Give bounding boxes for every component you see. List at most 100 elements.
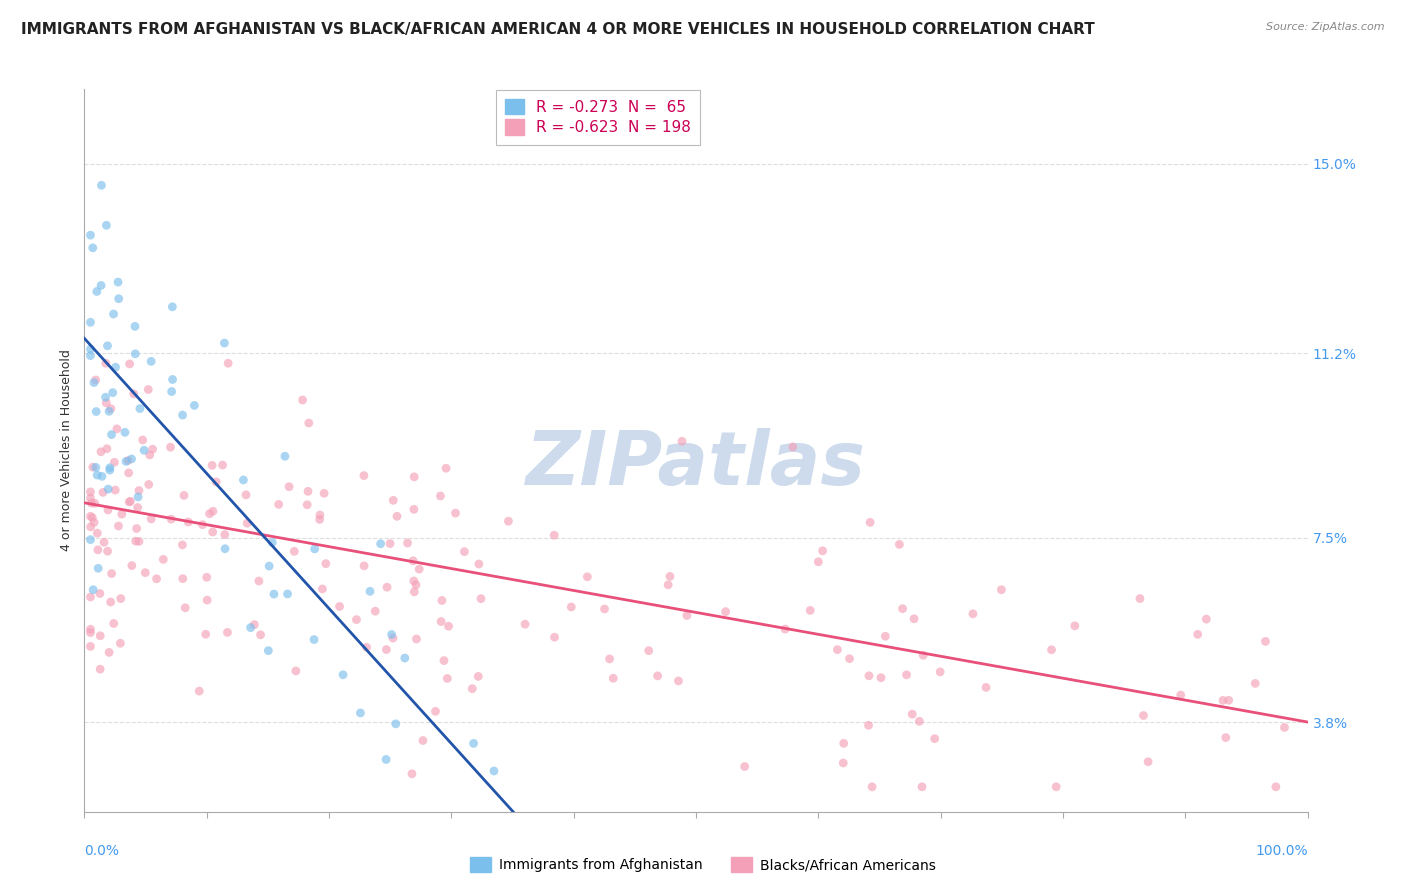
Point bbox=[87, 542, 110, 557]
Point bbox=[295, 498, 318, 512]
Point bbox=[858, 669, 880, 683]
Point bbox=[599, 652, 621, 666]
Point bbox=[560, 599, 582, 614]
Point bbox=[98, 404, 121, 418]
Point bbox=[593, 602, 616, 616]
Point bbox=[232, 473, 254, 487]
Point bbox=[162, 300, 184, 314]
Point bbox=[198, 507, 221, 521]
Point bbox=[394, 651, 416, 665]
Point bbox=[100, 401, 122, 416]
Text: Source: ZipAtlas.com: Source: ZipAtlas.com bbox=[1267, 22, 1385, 32]
Point bbox=[430, 615, 453, 629]
Point bbox=[304, 541, 326, 556]
Text: 100.0%: 100.0% bbox=[1256, 844, 1308, 858]
Point bbox=[405, 578, 427, 592]
Point bbox=[1264, 780, 1286, 794]
Point bbox=[461, 681, 484, 696]
Point bbox=[188, 684, 211, 698]
Point bbox=[82, 460, 104, 475]
Point bbox=[1212, 693, 1234, 707]
Point bbox=[889, 537, 911, 551]
Point bbox=[929, 665, 952, 679]
Point bbox=[671, 434, 693, 449]
Point bbox=[79, 622, 101, 636]
Point bbox=[375, 752, 398, 766]
Point bbox=[408, 562, 430, 576]
Legend: R = -0.273  N =  65, R = -0.623  N = 198: R = -0.273 N = 65, R = -0.623 N = 198 bbox=[496, 89, 700, 145]
Point bbox=[79, 520, 101, 534]
Point bbox=[97, 503, 120, 517]
Point bbox=[121, 558, 143, 573]
Point bbox=[870, 671, 893, 685]
Point bbox=[201, 524, 224, 539]
Point bbox=[482, 764, 505, 778]
Point bbox=[297, 484, 319, 499]
Point bbox=[901, 707, 924, 722]
Point bbox=[498, 514, 520, 528]
Point bbox=[637, 643, 659, 657]
Point bbox=[214, 527, 236, 541]
Point bbox=[962, 607, 984, 621]
Point bbox=[98, 645, 121, 659]
Point bbox=[860, 780, 883, 794]
Point bbox=[401, 767, 423, 781]
Point bbox=[404, 584, 426, 599]
Point bbox=[412, 733, 434, 747]
Point bbox=[429, 489, 451, 503]
Point bbox=[896, 668, 918, 682]
Point bbox=[118, 357, 141, 371]
Point bbox=[83, 496, 105, 510]
Point bbox=[370, 537, 392, 551]
Point bbox=[79, 509, 101, 524]
Point bbox=[98, 463, 121, 477]
Point bbox=[381, 627, 404, 641]
Point bbox=[437, 619, 460, 633]
Point bbox=[470, 591, 492, 606]
Point bbox=[93, 535, 115, 549]
Point bbox=[468, 557, 491, 571]
Point bbox=[1132, 708, 1154, 723]
Point bbox=[118, 466, 141, 480]
Point bbox=[79, 533, 101, 547]
Point bbox=[125, 534, 148, 549]
Point bbox=[875, 629, 897, 643]
Point bbox=[79, 491, 101, 505]
Point bbox=[924, 731, 946, 746]
Point bbox=[79, 342, 101, 356]
Point bbox=[402, 502, 425, 516]
Point bbox=[467, 669, 489, 683]
Point bbox=[1040, 642, 1063, 657]
Point bbox=[911, 780, 934, 794]
Point bbox=[104, 360, 127, 375]
Point bbox=[124, 319, 146, 334]
Point bbox=[1254, 634, 1277, 648]
Point bbox=[86, 526, 108, 541]
Point bbox=[84, 460, 107, 475]
Point bbox=[859, 516, 882, 530]
Point bbox=[838, 651, 860, 665]
Point bbox=[257, 559, 280, 574]
Point bbox=[382, 493, 405, 508]
Point bbox=[86, 285, 108, 299]
Point bbox=[214, 336, 236, 351]
Point bbox=[576, 570, 599, 584]
Point bbox=[375, 642, 398, 657]
Point bbox=[103, 455, 125, 469]
Point bbox=[990, 582, 1012, 597]
Point bbox=[404, 470, 426, 484]
Point bbox=[100, 595, 122, 609]
Point bbox=[298, 416, 321, 430]
Point bbox=[364, 604, 387, 618]
Point bbox=[239, 621, 262, 635]
Point bbox=[433, 654, 456, 668]
Point bbox=[436, 672, 458, 686]
Point bbox=[381, 631, 404, 645]
Point bbox=[782, 440, 804, 454]
Point bbox=[1187, 627, 1209, 641]
Point bbox=[349, 706, 371, 720]
Point bbox=[396, 536, 419, 550]
Point bbox=[908, 714, 931, 729]
Point bbox=[105, 422, 128, 436]
Point bbox=[832, 756, 855, 770]
